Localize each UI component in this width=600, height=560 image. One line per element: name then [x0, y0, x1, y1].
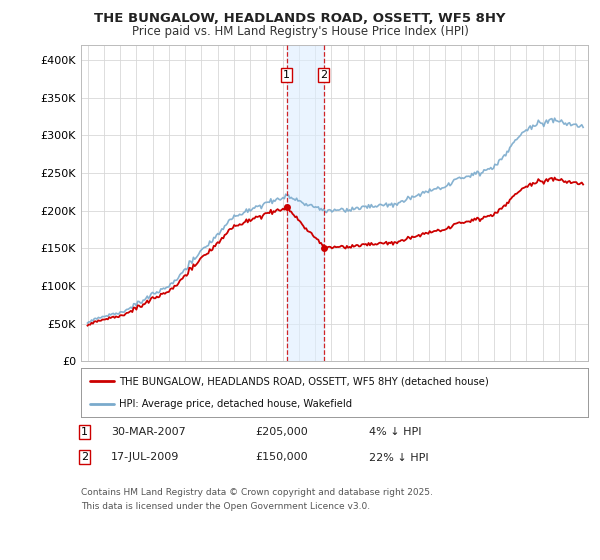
Text: THE BUNGALOW, HEADLANDS ROAD, OSSETT, WF5 8HY (detached house): THE BUNGALOW, HEADLANDS ROAD, OSSETT, WF…	[119, 376, 489, 386]
Text: £205,000: £205,000	[255, 427, 308, 437]
Text: 17-JUL-2009: 17-JUL-2009	[111, 452, 179, 463]
Text: Price paid vs. HM Land Registry's House Price Index (HPI): Price paid vs. HM Land Registry's House …	[131, 25, 469, 38]
Text: 22% ↓ HPI: 22% ↓ HPI	[369, 452, 428, 463]
Text: 2: 2	[81, 452, 88, 463]
Text: HPI: Average price, detached house, Wakefield: HPI: Average price, detached house, Wake…	[119, 399, 352, 409]
Bar	[287, 45, 324, 361]
Text: Contains HM Land Registry data © Crown copyright and database right 2025.
This d: Contains HM Land Registry data © Crown c…	[81, 488, 433, 511]
Text: 30-MAR-2007: 30-MAR-2007	[111, 427, 186, 437]
Text: 4% ↓ HPI: 4% ↓ HPI	[369, 427, 421, 437]
Text: 2: 2	[320, 70, 328, 80]
Text: 1: 1	[81, 427, 88, 437]
Text: THE BUNGALOW, HEADLANDS ROAD, OSSETT, WF5 8HY: THE BUNGALOW, HEADLANDS ROAD, OSSETT, WF…	[94, 12, 506, 25]
Text: 1: 1	[283, 70, 290, 80]
Text: £150,000: £150,000	[255, 452, 308, 463]
